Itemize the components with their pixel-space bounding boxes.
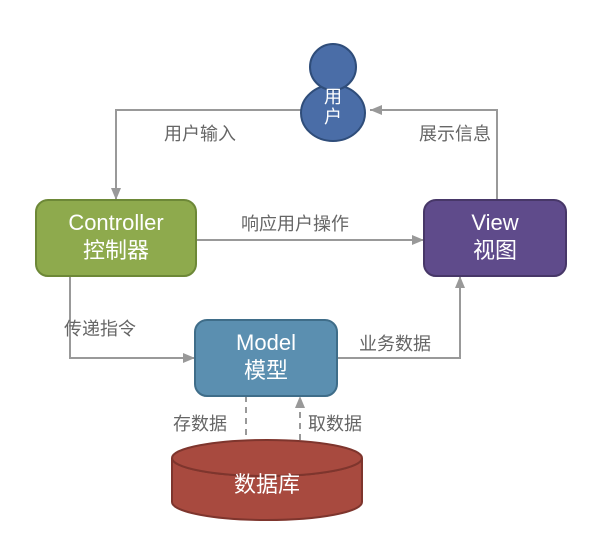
user-head-icon (310, 44, 356, 90)
arrow-head-icon (370, 105, 382, 115)
edge-label-model-to-db: 存数据 (173, 414, 227, 434)
mvc-diagram: 用户输入 展示信息响应用户操作传递指令业务数据存数据 取数据 用户 Controller… (0, 0, 600, 537)
node-user: 用户 (301, 44, 365, 141)
arrow-head-icon (183, 353, 195, 363)
node-database: 数据库 (172, 440, 362, 520)
edge-controller-to-model (70, 276, 195, 358)
user-label: 用 (324, 87, 342, 107)
database-label: 数据库 (234, 472, 300, 497)
edge-label-db-to-model: 取数据 (308, 414, 362, 434)
controller-label-cn: 控制器 (83, 238, 149, 263)
node-model: Model 模型 (195, 320, 337, 396)
view-label-en: View (471, 210, 518, 235)
arrow-head-icon (295, 396, 305, 408)
model-label-en: Model (236, 330, 296, 355)
user-label: 户 (324, 107, 342, 127)
arrow-head-icon (111, 188, 121, 200)
arrow-head-icon (412, 235, 424, 245)
edge-label-view-to-user: 展示信息 (419, 124, 491, 144)
edge-label-controller-to-view: 响应用户操作 (241, 214, 349, 234)
view-label-cn: 视图 (473, 238, 517, 263)
controller-label-en: Controller (68, 210, 163, 235)
edge-label-controller-to-model: 传递指令 (64, 319, 136, 339)
node-view: View 视图 (424, 200, 566, 276)
model-label-cn: 模型 (244, 358, 288, 383)
arrow-head-icon (455, 276, 465, 288)
edge-label-model-to-view: 业务数据 (359, 334, 431, 354)
edge-label-user-to-controller: 用户输入 (164, 124, 236, 144)
node-controller: Controller 控制器 (36, 200, 196, 276)
database-top-icon (172, 440, 362, 476)
